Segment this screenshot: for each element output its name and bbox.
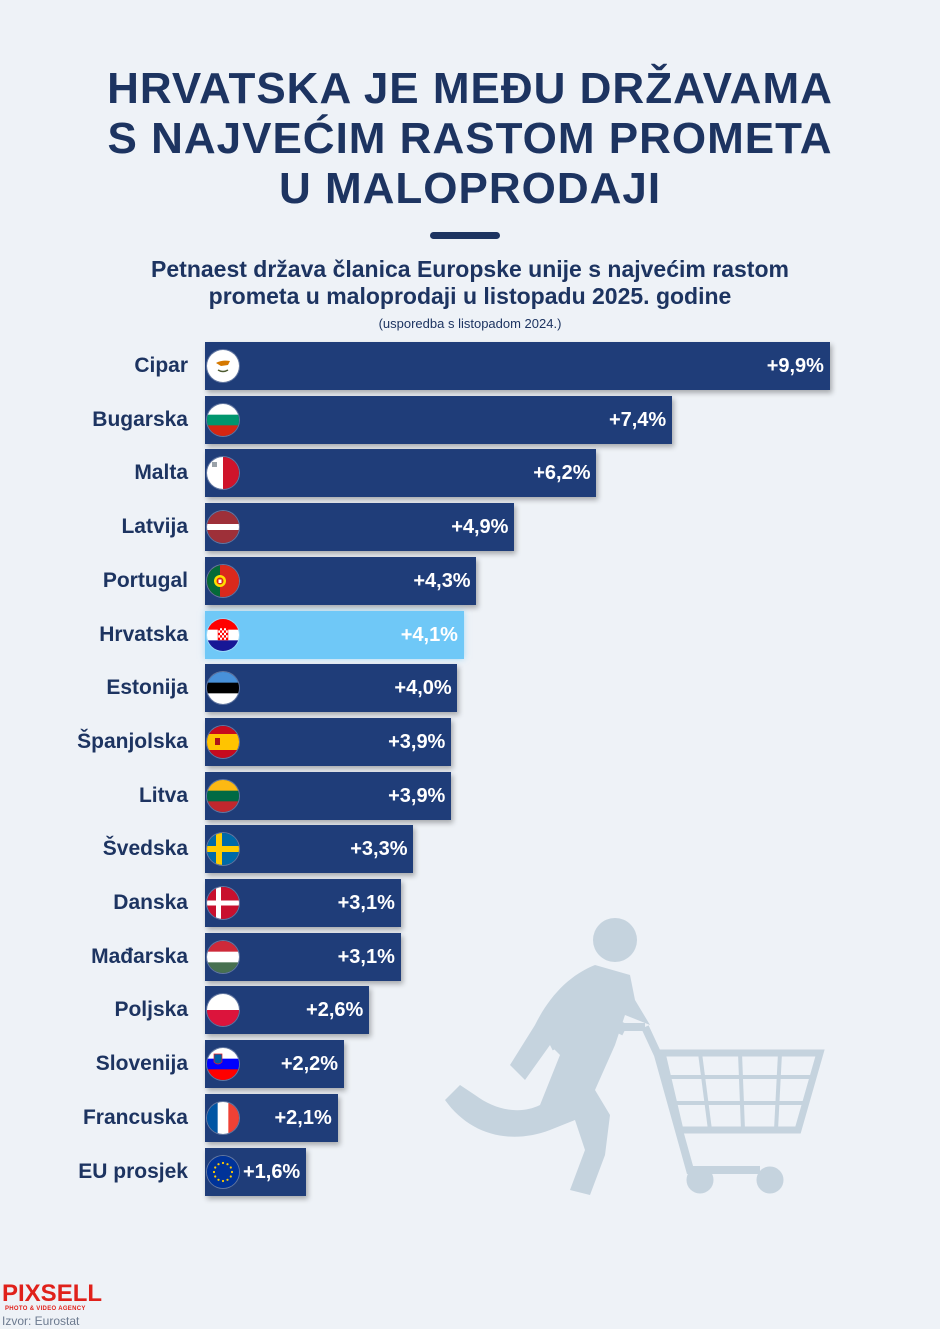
croatia-flag-icon xyxy=(207,618,239,651)
subtitle-line: prometa u maloprodaji u listopadu 2025. … xyxy=(208,283,732,309)
category-label: Cipar xyxy=(134,354,188,377)
pixsell-logo: PIXSELL xyxy=(2,1280,103,1307)
category-label: Litva xyxy=(138,783,188,807)
category-label: Hrvatska xyxy=(99,622,188,646)
hungary-flag-icon xyxy=(207,940,239,973)
value-label: +9,9% xyxy=(766,355,824,377)
sweden-flag-icon xyxy=(207,833,239,866)
bar xyxy=(205,610,464,659)
value-label: +7,4% xyxy=(608,408,667,431)
bar xyxy=(205,556,477,605)
category-label: Portugal xyxy=(102,568,188,592)
bar xyxy=(205,395,672,444)
estonia-flag-icon xyxy=(207,672,239,705)
latvia-flag-icon xyxy=(207,511,239,544)
value-label: +4,1% xyxy=(400,623,458,646)
eu-flag-icon xyxy=(207,1155,239,1188)
bar xyxy=(205,664,458,713)
category-label: Malta xyxy=(134,461,188,485)
value-label: +3,1% xyxy=(337,892,395,914)
title-line: S NAJVEĆIM RASTOM PROMETA xyxy=(107,114,833,163)
value-label: +3,9% xyxy=(388,730,446,753)
poland-flag-icon xyxy=(207,994,239,1027)
title-line: U MALOPRODAJI xyxy=(278,164,662,213)
category-label: Latvija xyxy=(121,515,188,539)
category-label: Bugarska xyxy=(92,407,188,431)
value-label: +1,6% xyxy=(242,1160,301,1183)
value-label: +3,1% xyxy=(337,945,395,968)
value-label: +2,6% xyxy=(306,999,364,1022)
chart-subtitle: Petnaest država članica Europske unije s… xyxy=(20,256,920,310)
bar xyxy=(205,342,830,390)
value-label: +4,0% xyxy=(394,677,452,700)
pixsell-logo-tagline: PHOTO & VIDEO AGENCY xyxy=(5,1306,86,1312)
bar xyxy=(205,771,452,820)
category-label: Danska xyxy=(113,891,188,914)
value-label: +2,1% xyxy=(274,1106,332,1129)
bar xyxy=(205,449,597,498)
france-flag-icon xyxy=(207,1101,239,1134)
denmark-flag-icon xyxy=(207,887,239,919)
bar xyxy=(205,503,515,552)
title-divider xyxy=(430,232,500,239)
bar xyxy=(205,825,414,874)
spain-flag-icon xyxy=(207,725,239,758)
category-label: Slovenija xyxy=(95,1052,188,1076)
bar xyxy=(205,717,452,766)
category-label: Španjolska xyxy=(77,729,188,753)
subtitle-line: Petnaest država članica Europske unije s… xyxy=(151,256,789,282)
category-label: Mađarska xyxy=(91,944,188,968)
data-source: Izvor: Eurostat xyxy=(2,1314,80,1328)
value-label: +3,9% xyxy=(388,784,446,807)
shopper-with-cart-icon xyxy=(445,918,825,1195)
value-label: +3,3% xyxy=(350,838,408,861)
value-label: +4,3% xyxy=(413,569,471,592)
malta-flag-icon xyxy=(207,457,239,490)
category-label: Estonija xyxy=(106,676,188,700)
category-label: EU prosjek xyxy=(78,1159,188,1183)
main-title: HRVATSKA JE MEĐU DRŽAVAMA S NAJVEĆIM RAS… xyxy=(0,64,940,214)
category-label: Švedska xyxy=(102,837,188,861)
slovenia-flag-icon xyxy=(207,1048,239,1081)
value-label: +4,9% xyxy=(451,516,509,539)
portugal-flag-icon xyxy=(207,564,239,597)
cyprus-flag-icon xyxy=(207,350,239,382)
comparison-note: (usporedba s listopadom 2024.) xyxy=(378,316,562,331)
value-label: +6,2% xyxy=(533,462,591,485)
category-label: Poljska xyxy=(114,998,188,1022)
bulgaria-flag-icon xyxy=(207,403,239,436)
title-line: HRVATSKA JE MEĐU DRŽAVAMA xyxy=(107,64,833,113)
lithuania-flag-icon xyxy=(207,779,239,812)
category-label: Francuska xyxy=(82,1105,188,1129)
value-label: +2,2% xyxy=(280,1053,339,1076)
